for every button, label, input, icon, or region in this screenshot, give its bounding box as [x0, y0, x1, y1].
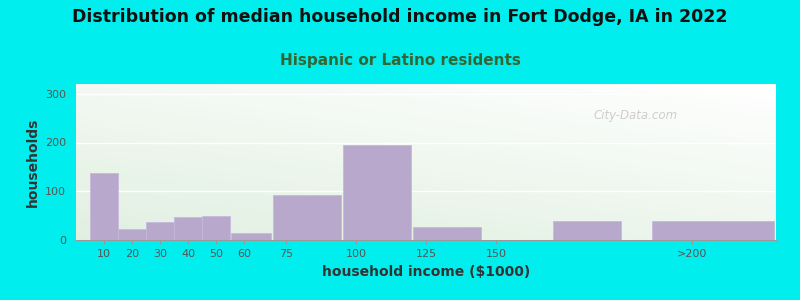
Text: Hispanic or Latino residents: Hispanic or Latino residents [279, 52, 521, 68]
Bar [90, 173, 118, 240]
Bar [146, 222, 174, 240]
X-axis label: household income ($1000): household income ($1000) [322, 265, 530, 279]
Bar [230, 233, 271, 240]
Bar [273, 195, 341, 240]
Bar [202, 216, 230, 240]
Text: Distribution of median household income in Fort Dodge, IA in 2022: Distribution of median household income … [72, 8, 728, 26]
Bar [652, 221, 774, 240]
Y-axis label: households: households [26, 117, 39, 207]
Bar [553, 221, 621, 240]
Bar [174, 217, 202, 240]
Bar [413, 227, 481, 240]
Bar [118, 229, 146, 240]
Bar [343, 145, 411, 240]
Text: City-Data.com: City-Data.com [594, 109, 678, 122]
